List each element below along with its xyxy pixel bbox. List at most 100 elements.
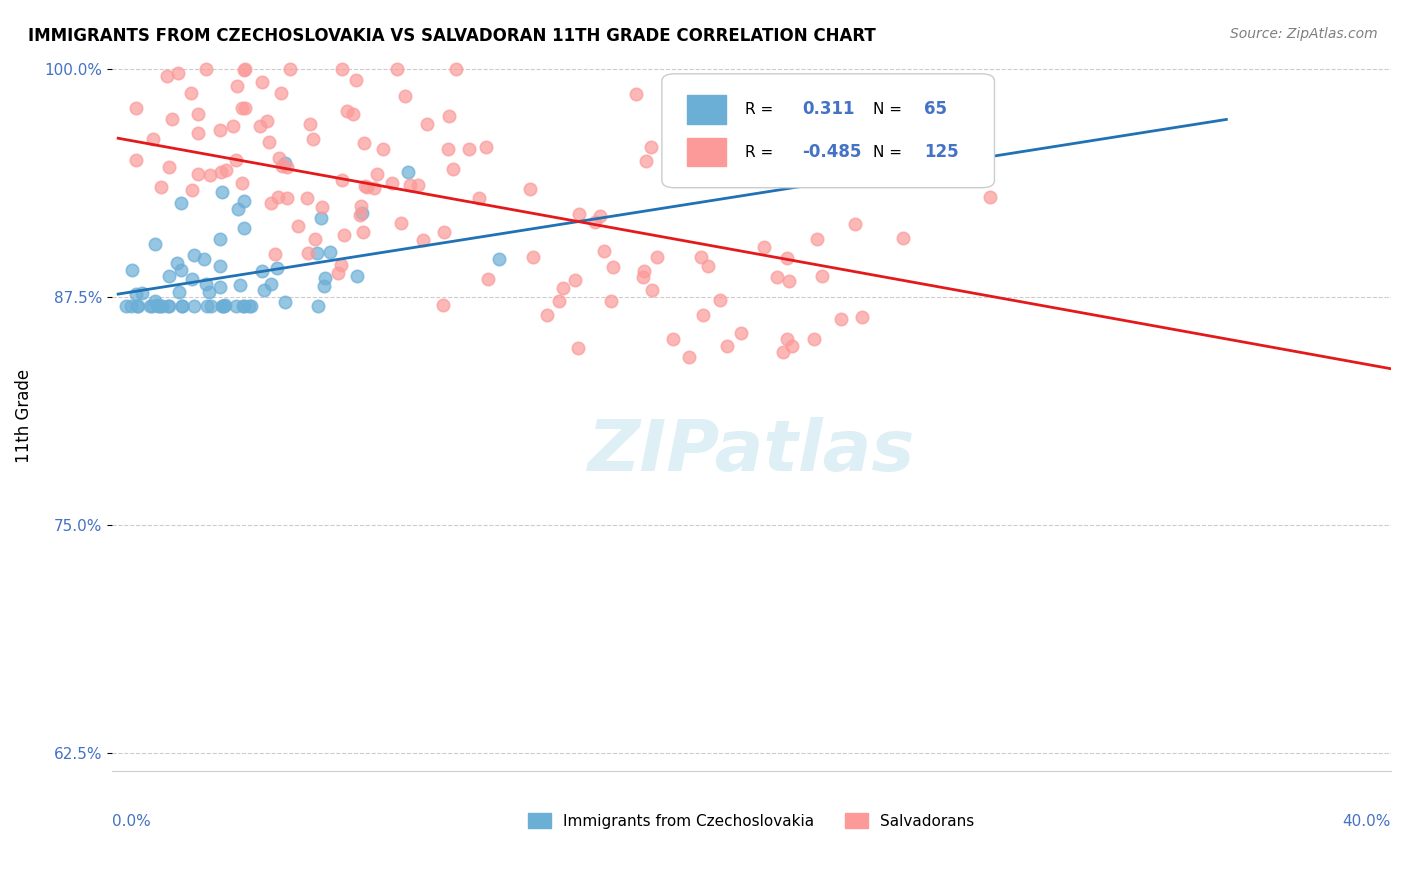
Point [716,339,738,353]
Point [149,299,172,313]
Point [276,191,298,205]
Point [157,160,180,174]
Point [208,122,231,136]
Point [181,183,204,197]
Legend: Immigrants from Czechoslovakia, Salvadorans: Immigrants from Czechoslovakia, Salvador… [522,806,980,835]
Point [267,151,290,165]
Point [305,245,328,260]
Point [851,310,873,324]
Point [156,70,179,84]
Point [645,250,668,264]
Point [342,107,364,121]
Point [208,280,231,294]
Text: IMMIGRANTS FROM CZECHOSLOVAKIA VS SALVADORAN 11TH GRADE CORRELATION CHART: IMMIGRANTS FROM CZECHOSLOVAKIA VS SALVAD… [28,27,876,45]
Point [270,87,292,101]
Text: Source: ZipAtlas.com: Source: ZipAtlas.com [1230,27,1378,41]
Point [208,259,231,273]
Point [233,63,256,78]
Point [125,153,148,168]
Point [249,119,271,133]
Point [536,308,558,322]
Text: 0.0%: 0.0% [112,814,150,829]
Point [264,247,287,261]
Point [381,176,404,190]
Point [307,299,329,313]
Point [350,206,373,220]
Point [157,268,180,283]
Point [187,126,209,140]
Point [346,269,368,284]
Point [267,190,290,204]
Point [353,136,375,150]
Point [197,285,219,299]
Point [356,179,378,194]
Point [475,140,498,154]
Point [522,250,544,264]
Point [167,66,190,80]
Point [366,167,388,181]
Point [274,295,297,310]
Point [172,299,194,313]
Point [891,230,914,244]
Point [394,88,416,103]
Y-axis label: 11th Grade: 11th Grade [15,368,32,463]
Point [830,312,852,326]
Point [141,299,163,313]
Point [765,270,787,285]
Point [389,216,412,230]
Point [371,142,394,156]
Point [412,233,434,247]
Point [692,309,714,323]
Point [352,225,374,239]
Point [330,173,353,187]
Point [592,244,614,258]
Point [444,62,467,76]
Point [160,112,183,127]
Point [127,299,149,313]
Point [148,299,170,313]
Point [568,207,591,221]
Point [602,260,624,274]
Point [436,142,458,156]
Point [200,299,222,313]
Point [276,160,298,174]
Point [250,263,273,277]
Point [200,169,222,183]
Point [634,153,657,168]
Point [344,73,367,87]
Point [143,293,166,308]
Point [166,256,188,270]
Point [121,262,143,277]
Text: 65: 65 [924,101,948,119]
Point [120,299,142,313]
Point [211,299,233,313]
Point [350,199,373,213]
Point [567,341,589,355]
Point [299,117,322,131]
Point [231,176,253,190]
Point [564,273,586,287]
Point [633,263,655,277]
Point [318,244,340,259]
Point [776,332,799,346]
Point [271,159,294,173]
Point [776,251,799,265]
Point [641,283,664,297]
Text: -0.485: -0.485 [803,143,862,161]
Point [477,272,499,286]
Point [274,156,297,170]
Point [548,293,571,308]
Point [209,232,232,246]
Point [311,200,333,214]
Point [301,132,323,146]
Bar [688,138,725,167]
Point [349,208,371,222]
Point [330,62,353,76]
Bar [688,95,725,124]
Point [209,165,232,179]
Point [631,270,654,285]
Point [170,196,193,211]
Point [214,298,236,312]
Point [231,101,253,115]
Point [678,351,700,365]
